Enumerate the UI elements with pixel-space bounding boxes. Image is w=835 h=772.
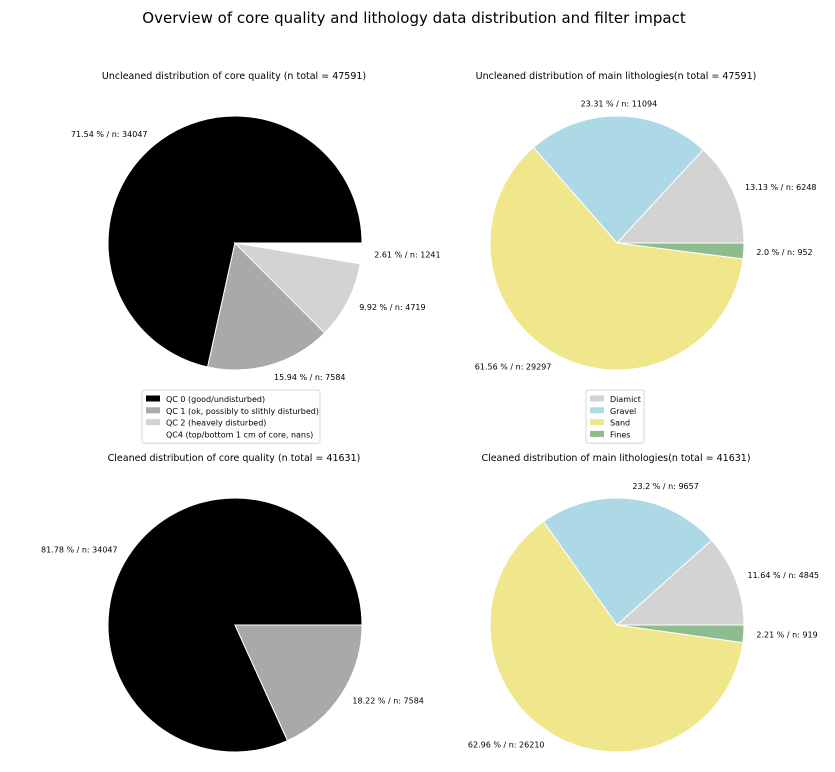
legend-entry: QC 1 (ok, possibly to slithly disturbed) (166, 407, 319, 416)
legend-box (585, 389, 645, 444)
pie-slices (489, 497, 745, 753)
pie-slice (615, 149, 745, 244)
slice-label: 11.64 % / n: 4845 (748, 571, 820, 580)
pie-labels: 81.78 % / n: 34047 18.22 % / n: 7584 (41, 545, 424, 705)
chart-uncleaned-core-quality: Uncleaned distribution of core quality (… (71, 71, 441, 444)
slice-label: 2.61 % / n: 1241 (374, 250, 440, 259)
slice-label: 2.0 % / n: 952 (756, 248, 812, 257)
legend-entry: Gravel (610, 407, 636, 416)
pie-slices (107, 115, 363, 371)
pie-slice (616, 242, 745, 260)
pie-labels: 13.13 % / n: 6248 23.31 % / n: 11094 61.56… (475, 99, 817, 371)
legend-swatch (590, 419, 604, 426)
legend-swatch (146, 419, 160, 426)
chart-title: Uncleaned distribution of main lithologi… (476, 71, 757, 82)
pie-slice (489, 146, 744, 371)
chart-uncleaned-lithologies: Uncleaned distribution of main lithologi… (475, 71, 817, 444)
chart-title: Cleaned distribution of core quality (n … (108, 453, 361, 464)
slice-label: 18.22 % / n: 7584 (352, 697, 424, 706)
slice-label: 23.31 % / n: 11094 (581, 99, 658, 108)
legend-swatch (146, 395, 160, 402)
slice-label: 81.78 % / n: 34047 (41, 545, 118, 554)
pie-slice (532, 115, 704, 244)
pie-labels: 71.54 % / n: 34047 15.94 % / n: 7584 9.92 … (71, 130, 441, 382)
pie-slice (615, 539, 745, 626)
pie-slice (207, 241, 326, 371)
chart-cleaned-core-quality: Cleaned distribution of core quality (n … (41, 453, 424, 753)
legend: Diamict Gravel Sand Fines (585, 389, 645, 444)
legend-swatch (146, 407, 160, 414)
legend-entry: Sand (610, 419, 630, 428)
slice-label: 23.2 % / n: 9657 (632, 482, 698, 491)
legend-entry: QC 2 (heavely disturbed) (166, 419, 266, 428)
legend-entry: Diamict (610, 395, 641, 404)
slice-label: 15.94 % / n: 7584 (274, 373, 346, 382)
slice-label: 13.13 % / n: 6248 (745, 183, 817, 192)
legend-entry: QC4 (top/bottom 1 cm of core, nans) (166, 430, 313, 439)
legend-swatch (590, 430, 604, 437)
legend-entry: QC 0 (good/undisturbed) (166, 395, 265, 404)
chart-title: Cleaned distribution of main lithologies… (481, 453, 750, 464)
slice-label: 71.54 % / n: 34047 (71, 130, 148, 139)
pie-slice (233, 242, 361, 334)
chart-cleaned-lithologies: Cleaned distribution of main lithologies… (468, 453, 819, 753)
slice-label: 9.92 % / n: 4719 (359, 303, 425, 312)
legend-swatch (146, 430, 160, 437)
chart-title: Uncleaned distribution of core quality (… (102, 71, 366, 82)
pie-slice (107, 115, 363, 368)
slice-label: 2.21 % / n: 919 (756, 631, 817, 640)
pie-slice (616, 624, 745, 644)
pie-slice (234, 624, 363, 742)
pie-slice (489, 520, 744, 753)
pie-slices (107, 497, 363, 753)
pie-slice (542, 497, 713, 626)
slice-label: 61.56 % / n: 29297 (475, 362, 552, 371)
legend-swatch (590, 407, 604, 414)
pie-slices (489, 115, 745, 371)
figure-title: Overview of core quality and lithology d… (142, 9, 686, 27)
legend-box (141, 389, 321, 444)
pie-labels: 11.64 % / n: 4845 23.2 % / n: 9657 62.96 %… (468, 482, 819, 749)
legend-swatch (590, 395, 604, 402)
pie-slice (234, 242, 363, 265)
legend: QC 0 (good/undisturbed) QC 1 (ok, possibl… (141, 389, 321, 444)
slice-label: 62.96 % / n: 26210 (468, 740, 545, 749)
legend-entry: Fines (610, 430, 630, 439)
